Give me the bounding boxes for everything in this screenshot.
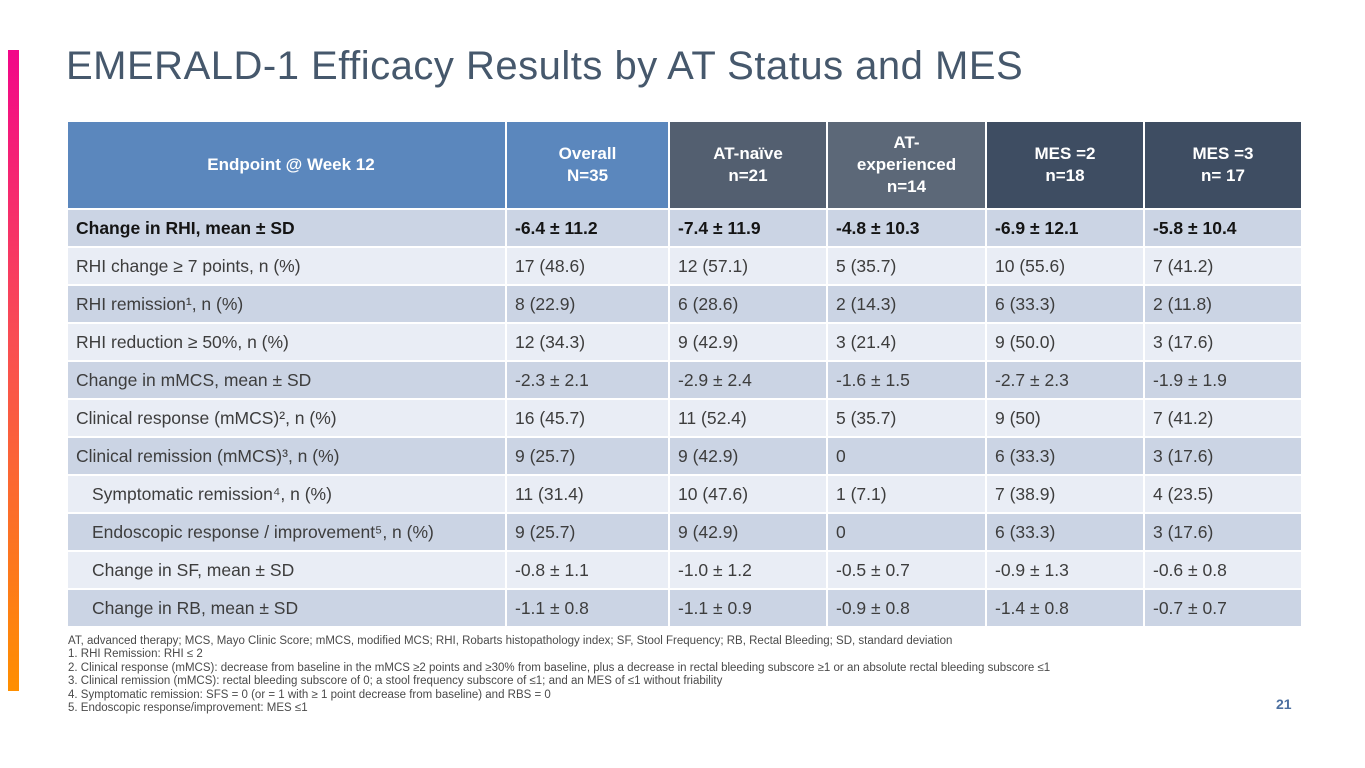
cell-value: 6 (33.3) xyxy=(985,284,1145,324)
table-row: RHI change ≥ 7 points, n (%) 17 (48.6) 1… xyxy=(66,246,1303,286)
table-row: Change in SF, mean ± SD -0.8 ± 1.1 -1.0 … xyxy=(66,550,1303,590)
header-row: Endpoint @ Week 12 Overall N=35 AT-naïve… xyxy=(66,120,1303,210)
cell-value: 7 (41.2) xyxy=(1143,246,1303,286)
row-label: Change in SF, mean ± SD xyxy=(66,550,507,590)
cell-value: 12 (34.3) xyxy=(505,322,670,362)
cell-value: -0.8 ± 1.1 xyxy=(505,550,670,590)
cell-value: -4.8 ± 10.3 xyxy=(826,208,987,248)
table-row: Change in mMCS, mean ± SD -2.3 ± 2.1 -2.… xyxy=(66,360,1303,400)
cell-value: 3 (17.6) xyxy=(1143,436,1303,476)
cell-value: -0.5 ± 0.7 xyxy=(826,550,987,590)
footnote-line: 4. Symptomatic remission: SFS = 0 (or = … xyxy=(68,688,551,701)
cell-value: 17 (48.6) xyxy=(505,246,670,286)
cell-value: 2 (11.8) xyxy=(1143,284,1303,324)
cell-value: -1.4 ± 0.8 xyxy=(985,588,1145,628)
cell-value: -2.7 ± 2.3 xyxy=(985,360,1145,400)
row-label: Endoscopic response / improvement⁵, n (%… xyxy=(66,512,507,552)
cell-value: 10 (47.6) xyxy=(668,474,828,514)
table-row: RHI reduction ≥ 50%, n (%) 12 (34.3) 9 (… xyxy=(66,322,1303,362)
cell-value: -1.0 ± 1.2 xyxy=(668,550,828,590)
cell-value: -1.1 ± 0.9 xyxy=(668,588,828,628)
cell-value: 6 (33.3) xyxy=(985,512,1145,552)
row-label: Clinical response (mMCS)², n (%) xyxy=(66,398,507,438)
cell-value: -6.9 ± 12.1 xyxy=(985,208,1145,248)
footnote-line: AT, advanced therapy; MCS, Mayo Clinic S… xyxy=(68,635,953,647)
table-row: Change in RB, mean ± SD -1.1 ± 0.8 -1.1 … xyxy=(66,588,1303,628)
column-header-at-naive: AT-naïve n=21 xyxy=(668,120,828,210)
cell-value: -1.1 ± 0.8 xyxy=(505,588,670,628)
page-title: EMERALD-1 Efficacy Results by AT Status … xyxy=(66,44,1024,88)
cell-value: 2 (14.3) xyxy=(826,284,987,324)
cell-value: 9 (42.9) xyxy=(668,322,828,362)
table-header: Endpoint @ Week 12 Overall N=35 AT-naïve… xyxy=(66,120,1303,210)
accent-bar xyxy=(8,50,19,691)
cell-value: -5.8 ± 10.4 xyxy=(1143,208,1303,248)
cell-value: 4 (23.5) xyxy=(1143,474,1303,514)
efficacy-table: Endpoint @ Week 12 Overall N=35 AT-naïve… xyxy=(66,120,1303,628)
cell-value: 9 (42.9) xyxy=(668,436,828,476)
cell-value: -0.9 ± 1.3 xyxy=(985,550,1145,590)
cell-value: -2.9 ± 2.4 xyxy=(668,360,828,400)
cell-value: 12 (57.1) xyxy=(668,246,828,286)
column-header-mes-3: MES =3 n= 17 xyxy=(1143,120,1303,210)
cell-value: 9 (25.7) xyxy=(505,436,670,476)
cell-value: 11 (52.4) xyxy=(668,398,828,438)
row-label: Clinical remission (mMCS)³, n (%) xyxy=(66,436,507,476)
row-label: RHI change ≥ 7 points, n (%) xyxy=(66,246,507,286)
cell-value: 10 (55.6) xyxy=(985,246,1145,286)
table-row: Change in RHI, mean ± SD -6.4 ± 11.2 -7.… xyxy=(66,208,1303,248)
footnote-line: 5. Endoscopic response/improvement: MES … xyxy=(68,702,308,715)
cell-value: 3 (17.6) xyxy=(1143,322,1303,362)
cell-value: 11 (31.4) xyxy=(505,474,670,514)
cell-value: -1.6 ± 1.5 xyxy=(826,360,987,400)
footnote-line: 2. Clinical response (mMCS): decrease fr… xyxy=(68,661,1051,674)
column-header-overall: Overall N=35 xyxy=(505,120,670,210)
cell-value: -0.7 ± 0.7 xyxy=(1143,588,1303,628)
cell-value: -0.6 ± 0.8 xyxy=(1143,550,1303,590)
cell-value: 3 (21.4) xyxy=(826,322,987,362)
cell-value: 6 (28.6) xyxy=(668,284,828,324)
cell-value: 9 (50) xyxy=(985,398,1145,438)
table-row: Clinical remission (mMCS)³, n (%) 9 (25.… xyxy=(66,436,1303,476)
cell-value: 3 (17.6) xyxy=(1143,512,1303,552)
cell-value: 5 (35.7) xyxy=(826,398,987,438)
footnote-line: 3. Clinical remission (mMCS): rectal ble… xyxy=(68,675,723,688)
cell-value: 1 (7.1) xyxy=(826,474,987,514)
row-label: Change in mMCS, mean ± SD xyxy=(66,360,507,400)
cell-value: -2.3 ± 2.1 xyxy=(505,360,670,400)
cell-value: 6 (33.3) xyxy=(985,436,1145,476)
cell-value: 0 xyxy=(826,512,987,552)
cell-value: 16 (45.7) xyxy=(505,398,670,438)
page-number: 21 xyxy=(1276,696,1292,712)
cell-value: -7.4 ± 11.9 xyxy=(668,208,828,248)
row-label: Change in RB, mean ± SD xyxy=(66,588,507,628)
cell-value: 9 (42.9) xyxy=(668,512,828,552)
cell-value: 8 (22.9) xyxy=(505,284,670,324)
row-label: Symptomatic remission⁴, n (%) xyxy=(66,474,507,514)
cell-value: -0.9 ± 0.8 xyxy=(826,588,987,628)
footnotes: AT, advanced therapy; MCS, Mayo Clinic S… xyxy=(68,635,1308,715)
footnote-line: 1. RHI Remission: RHI ≤ 2 xyxy=(68,648,203,661)
column-header-mes-2: MES =2 n=18 xyxy=(985,120,1145,210)
table-row: Clinical response (mMCS)², n (%) 16 (45.… xyxy=(66,398,1303,438)
cell-value: 9 (50.0) xyxy=(985,322,1145,362)
cell-value: 0 xyxy=(826,436,987,476)
table-row: RHI remission¹, n (%) 8 (22.9) 6 (28.6) … xyxy=(66,284,1303,324)
cell-value: -6.4 ± 11.2 xyxy=(505,208,670,248)
cell-value: 5 (35.7) xyxy=(826,246,987,286)
table-row: Endoscopic response / improvement⁵, n (%… xyxy=(66,512,1303,552)
column-header-endpoint: Endpoint @ Week 12 xyxy=(66,120,507,210)
row-label: Change in RHI, mean ± SD xyxy=(66,208,507,248)
cell-value: 7 (41.2) xyxy=(1143,398,1303,438)
cell-value: -1.9 ± 1.9 xyxy=(1143,360,1303,400)
table-row: Symptomatic remission⁴, n (%) 11 (31.4) … xyxy=(66,474,1303,514)
table-body: Change in RHI, mean ± SD -6.4 ± 11.2 -7.… xyxy=(66,208,1303,628)
column-header-at-experienced: AT- experienced n=14 xyxy=(826,120,987,210)
row-label: RHI remission¹, n (%) xyxy=(66,284,507,324)
cell-value: 7 (38.9) xyxy=(985,474,1145,514)
row-label: RHI reduction ≥ 50%, n (%) xyxy=(66,322,507,362)
cell-value: 9 (25.7) xyxy=(505,512,670,552)
